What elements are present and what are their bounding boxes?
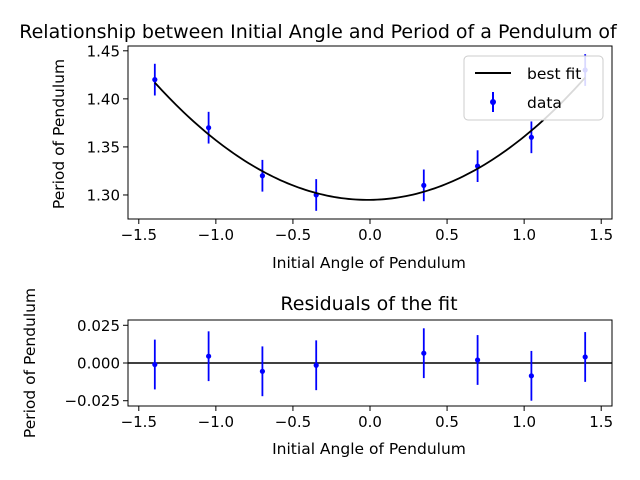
period-y-tick-label: 1.35 [87,138,120,156]
period-y-axis-label: Period of Pendulum [50,59,68,209]
residuals-marker [152,361,158,368]
residuals-x-axis: −1.5 −1.0 −0.5 0.0 0.5 1.0 1.5 [121,406,613,431]
period-y-tick-label: 1.45 [87,42,120,60]
residuals-data-point [313,340,319,391]
period-data-point [528,121,534,154]
residuals-marker [421,350,427,356]
period-marker [206,125,212,131]
residuals-data-point [421,328,427,379]
period-x-tick-label: 1.0 [512,226,536,244]
residuals-x-axis-label: Initial Angle of Pendulum [272,440,466,458]
period-y-tick-label: 1.30 [87,186,120,204]
legend-best-fit-label: best fit [527,65,581,83]
residuals-chart: Residuals of the fit −1.5 −1.0 −0.5 0.0 0.5 1… [21,288,613,458]
residuals-x-tick-label: 1.5 [589,413,613,431]
residuals-x-tick-label: −0.5 [275,413,311,431]
period-data-point [259,159,266,192]
period-x-tick-label: −1.0 [198,226,234,244]
residuals-data-point [152,339,158,390]
residuals-marker [474,357,481,363]
residuals-marker [313,362,319,368]
period-x-tick-label: −1.5 [121,226,157,244]
legend: best fit data [463,55,604,121]
period-marker [259,173,266,179]
residuals-data-point [582,332,588,382]
best-fit-line [154,76,586,201]
period-x-tick-label: 1.5 [589,226,613,244]
residuals-x-tick-label: −1.0 [198,413,234,431]
period-y-axis: 1.30 1.35 1.40 1.45 [87,42,128,204]
period-data-point [421,169,427,202]
residuals-y-tick-label: −0.025 [64,392,120,410]
period-data-point [152,63,158,96]
period-data-point [206,111,212,144]
period-plot-area [152,54,588,211]
period-marker [152,77,158,83]
legend-data-label: data [527,94,562,112]
residuals-marker [206,353,212,359]
residuals-chart-title: Residuals of the fit [280,293,457,315]
period-y-tick-label: 1.40 [87,90,120,108]
residuals-y-tick-label: 0.000 [77,355,120,373]
period-marker [528,134,534,140]
residuals-x-tick-label: −1.5 [121,413,157,431]
residuals-plot-area [128,328,612,401]
residuals-y-axis-label: Period of Pendulum [21,288,39,438]
period-chart-title: Relationship between Initial Angle and P… [19,21,618,43]
residuals-data-point [206,331,212,382]
period-x-axis-label: Initial Angle of Pendulum [272,254,466,272]
residuals-data-point [528,350,534,401]
residuals-y-axis: −0.025 0.000 0.025 [64,317,128,410]
period-x-tick-label: −0.5 [275,226,311,244]
legend-data-swatch [490,92,496,112]
residuals-x-tick-label: 1.0 [512,413,536,431]
period-x-axis: −1.5 −1.0 −0.5 0.0 0.5 1.0 1.5 [121,219,613,244]
residuals-y-tick-label: 0.025 [77,317,120,335]
residuals-marker [528,373,534,379]
residuals-marker [259,368,266,374]
period-chart: Relationship between Initial Angle and P… [19,21,618,272]
residuals-marker [582,354,588,360]
residuals-x-tick-label: 0.0 [358,413,382,431]
period-x-tick-label: 0.0 [358,226,382,244]
residuals-x-tick-label: 0.5 [435,413,459,431]
period-x-tick-label: 0.5 [435,226,459,244]
residuals-data-point [474,335,481,385]
residuals-data-point [259,346,266,397]
period-marker [421,182,427,188]
